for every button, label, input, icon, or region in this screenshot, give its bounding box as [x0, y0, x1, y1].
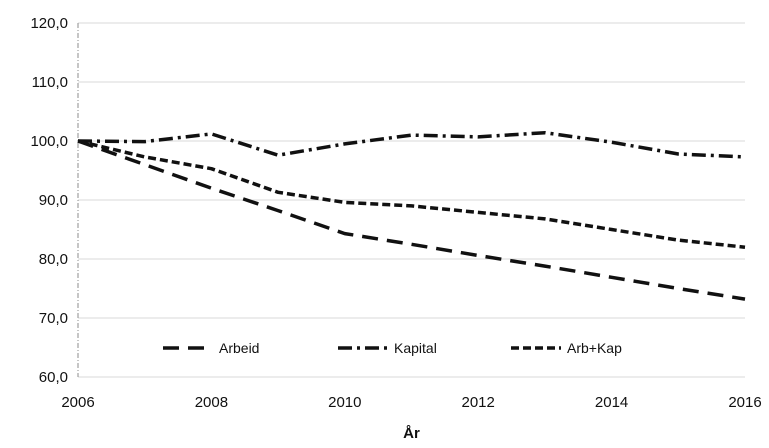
- legend: Arbeid Kapital Arb+Kap: [163, 340, 622, 356]
- y-tick-label: 110,0: [32, 74, 68, 91]
- legend-label: Arb+Kap: [567, 340, 622, 356]
- x-tick-label: 2014: [595, 394, 628, 411]
- x-tick-label: 2012: [462, 394, 495, 411]
- x-tick-label: 2006: [61, 394, 94, 411]
- series-line-arbeid: [77, 139, 746, 301]
- x-axis-title: År: [403, 425, 420, 442]
- series-lines: [77, 130, 746, 301]
- y-tick-label: 120,0: [30, 15, 68, 32]
- y-tick-label: 60,0: [39, 369, 68, 386]
- x-tick-label: 2008: [195, 394, 228, 411]
- y-tick-label: 80,0: [39, 251, 68, 268]
- x-tick-labels: 2006 2008 2010 2012 2014 2016: [61, 394, 761, 411]
- legend-label: Arbeid: [219, 340, 259, 356]
- x-tick-label: 2010: [328, 394, 361, 411]
- y-tick-labels: 60,0 70,0 80,0 90,0 100,0 110,0 120,0: [30, 15, 68, 386]
- series-line-kapital: [77, 130, 746, 159]
- y-tick-label: 90,0: [39, 192, 68, 209]
- series-line-arb-kap: [77, 139, 746, 249]
- y-tick-label: 70,0: [39, 310, 68, 327]
- x-tick-label: 2016: [728, 394, 761, 411]
- y-tick-label: 100,0: [30, 133, 68, 150]
- legend-label: Kapital: [394, 340, 437, 356]
- gridlines: [78, 22, 745, 378]
